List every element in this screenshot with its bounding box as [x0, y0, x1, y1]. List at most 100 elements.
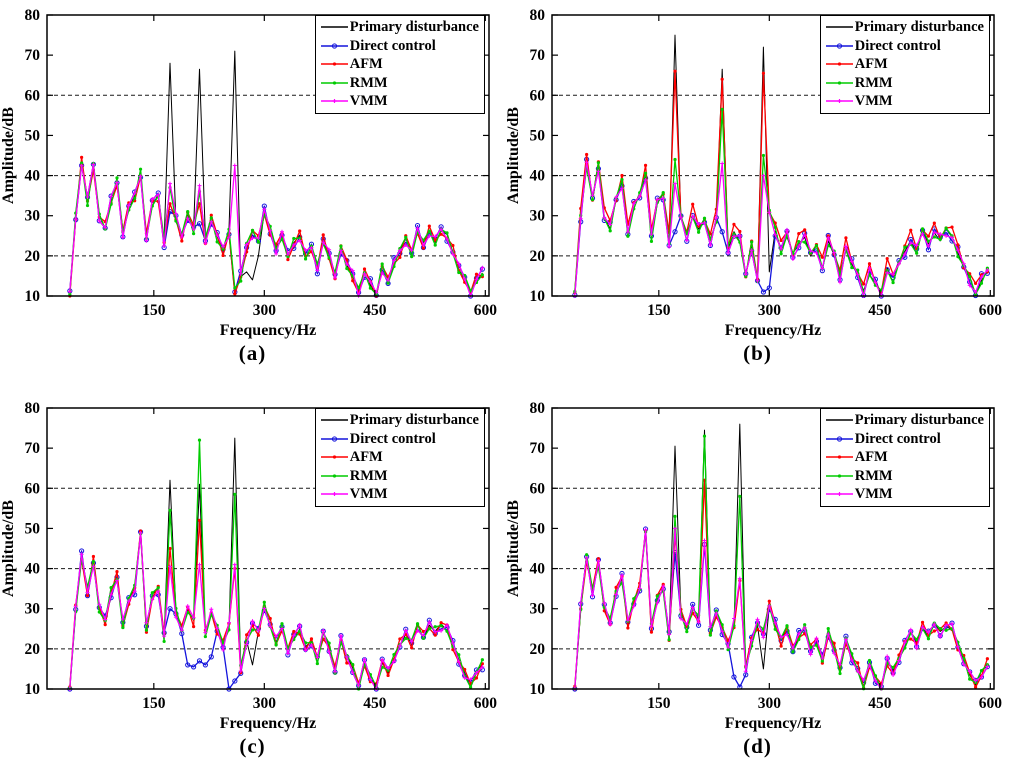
svg-text:40: 40: [530, 168, 546, 185]
svg-text:80: 80: [530, 7, 546, 24]
svg-text:50: 50: [530, 127, 546, 144]
legend-line-sample-icon: [825, 432, 855, 446]
svg-text:300: 300: [253, 695, 277, 712]
svg-text:10: 10: [530, 681, 546, 698]
svg-text:450: 450: [868, 695, 892, 712]
legend-line-sample-icon: [825, 487, 855, 501]
subplot-caption: (c): [239, 734, 266, 758]
legend-item-afm: AFM: [825, 55, 984, 74]
legend-line-sample-icon: [320, 94, 350, 108]
series-line-direct: [574, 528, 988, 690]
series-markers-direct: [67, 529, 485, 692]
y-tick-labels: 10 20 30 40 50 60 70 80: [25, 400, 41, 698]
series-line-vmm: [69, 163, 483, 297]
legend-label: VMM: [349, 486, 388, 503]
svg-text:30: 30: [25, 601, 41, 618]
legend-line-sample-icon: [320, 76, 350, 90]
svg-text:60: 60: [530, 480, 546, 497]
gridlines: [552, 487, 994, 650]
legend-line-sample-icon: [320, 469, 350, 483]
subplot-caption: (a): [238, 341, 267, 365]
svg-text:70: 70: [530, 440, 546, 457]
svg-text:70: 70: [530, 47, 546, 64]
series-markers-afm: [573, 478, 989, 690]
y-tick-labels: 10 20 30 40 50 60 70 80: [530, 7, 546, 305]
legend-item-direct-control: Direct control: [320, 430, 479, 449]
legend-label: Primary disturbance: [854, 412, 984, 429]
subplot-caption: (b): [743, 341, 772, 365]
y-axis-label: Amplitude/dB: [0, 107, 17, 204]
legend-label: Direct control: [854, 430, 941, 447]
legend-line-sample-icon: [320, 20, 350, 34]
legend-line-sample-icon: [320, 413, 350, 427]
legend-label: RMM: [854, 74, 893, 91]
legend-item-vmm: VMM: [825, 485, 984, 504]
legend-item-vmm: VMM: [825, 92, 984, 111]
legend-line-sample-icon: [825, 413, 855, 427]
legend-item-rmm: RMM: [825, 467, 984, 486]
subplot-d-panel: 150 300 450 600 10 20 30 40 50 60 70 80 Frequency/Hz…: [505, 380, 1010, 767]
legend-item-direct-control: Direct control: [320, 37, 479, 56]
y-tick-labels: 10 20 30 40 50 60 70 80: [530, 400, 546, 698]
legend: Primary disturbance Direct control AFM R…: [819, 15, 990, 114]
svg-text:30: 30: [25, 208, 41, 225]
svg-text:20: 20: [530, 248, 546, 265]
svg-text:50: 50: [25, 520, 41, 537]
series-markers-vmm: [67, 531, 485, 691]
legend-label: AFM: [854, 56, 888, 73]
svg-text:80: 80: [530, 400, 546, 417]
svg-text:300: 300: [253, 302, 277, 319]
svg-text:150: 150: [142, 302, 166, 319]
series-line-rmm: [69, 162, 483, 295]
x-axis-label: Frequency/Hz: [725, 322, 822, 339]
svg-text:150: 150: [647, 695, 671, 712]
svg-text:60: 60: [530, 87, 546, 104]
svg-text:30: 30: [530, 208, 546, 225]
legend-label: AFM: [349, 449, 383, 466]
svg-text:70: 70: [25, 440, 41, 457]
legend-label: AFM: [854, 449, 888, 466]
series-markers-rmm: [68, 161, 484, 296]
legend-item-primary-disturbance: Primary disturbance: [825, 18, 984, 37]
subplot-c-chart: 150 300 450 600 10 20 30 40 50 60 70 80 Frequency/Hz…: [0, 400, 498, 732]
legend-label: Direct control: [349, 430, 436, 447]
legend-item-rmm: RMM: [320, 74, 479, 93]
legend-label: Primary disturbance: [349, 19, 479, 36]
legend-label: Primary disturbance: [349, 412, 479, 429]
svg-text:10: 10: [25, 681, 41, 698]
svg-text:40: 40: [25, 168, 41, 185]
legend-label: Direct control: [854, 37, 941, 54]
x-axis-label: Frequency/Hz: [220, 715, 317, 732]
subplot-b-panel: 150 300 450 600 10 20 30 40 50 60 70 80 Frequency/Hz…: [505, 0, 1010, 380]
x-tick-labels: 150 300 450 600: [142, 302, 497, 319]
svg-text:600: 600: [979, 695, 1003, 712]
legend-line-sample-icon: [320, 487, 350, 501]
x-axis-label: Frequency/Hz: [725, 715, 822, 732]
legend-label: AFM: [349, 56, 383, 73]
legend-item-afm: AFM: [825, 448, 984, 467]
legend-line-sample-icon: [320, 57, 350, 71]
subplot-a-panel: 150 300 450 600 10 20 30 40 50 60 70 80 Frequency/Hz…: [0, 0, 505, 380]
svg-text:600: 600: [474, 695, 498, 712]
svg-text:600: 600: [474, 302, 498, 319]
legend-line-sample-icon: [825, 94, 855, 108]
svg-text:300: 300: [758, 302, 782, 319]
svg-text:40: 40: [25, 561, 41, 578]
svg-text:60: 60: [25, 87, 41, 104]
svg-text:450: 450: [363, 302, 387, 319]
series-line-afm: [69, 519, 484, 687]
svg-text:80: 80: [25, 400, 41, 417]
svg-text:450: 450: [868, 302, 892, 319]
svg-text:40: 40: [530, 561, 546, 578]
series-line-direct: [574, 158, 988, 297]
legend-line-sample-icon: [320, 39, 350, 53]
series-markers-direct: [572, 526, 990, 692]
legend-label: Primary disturbance: [854, 19, 984, 36]
series-line-afm: [574, 479, 989, 689]
legend-item-vmm: VMM: [320, 92, 479, 111]
series-line-vmm: [574, 527, 988, 690]
svg-text:30: 30: [530, 601, 546, 618]
series-line-rmm: [574, 108, 989, 296]
series-line-vmm: [574, 161, 988, 297]
